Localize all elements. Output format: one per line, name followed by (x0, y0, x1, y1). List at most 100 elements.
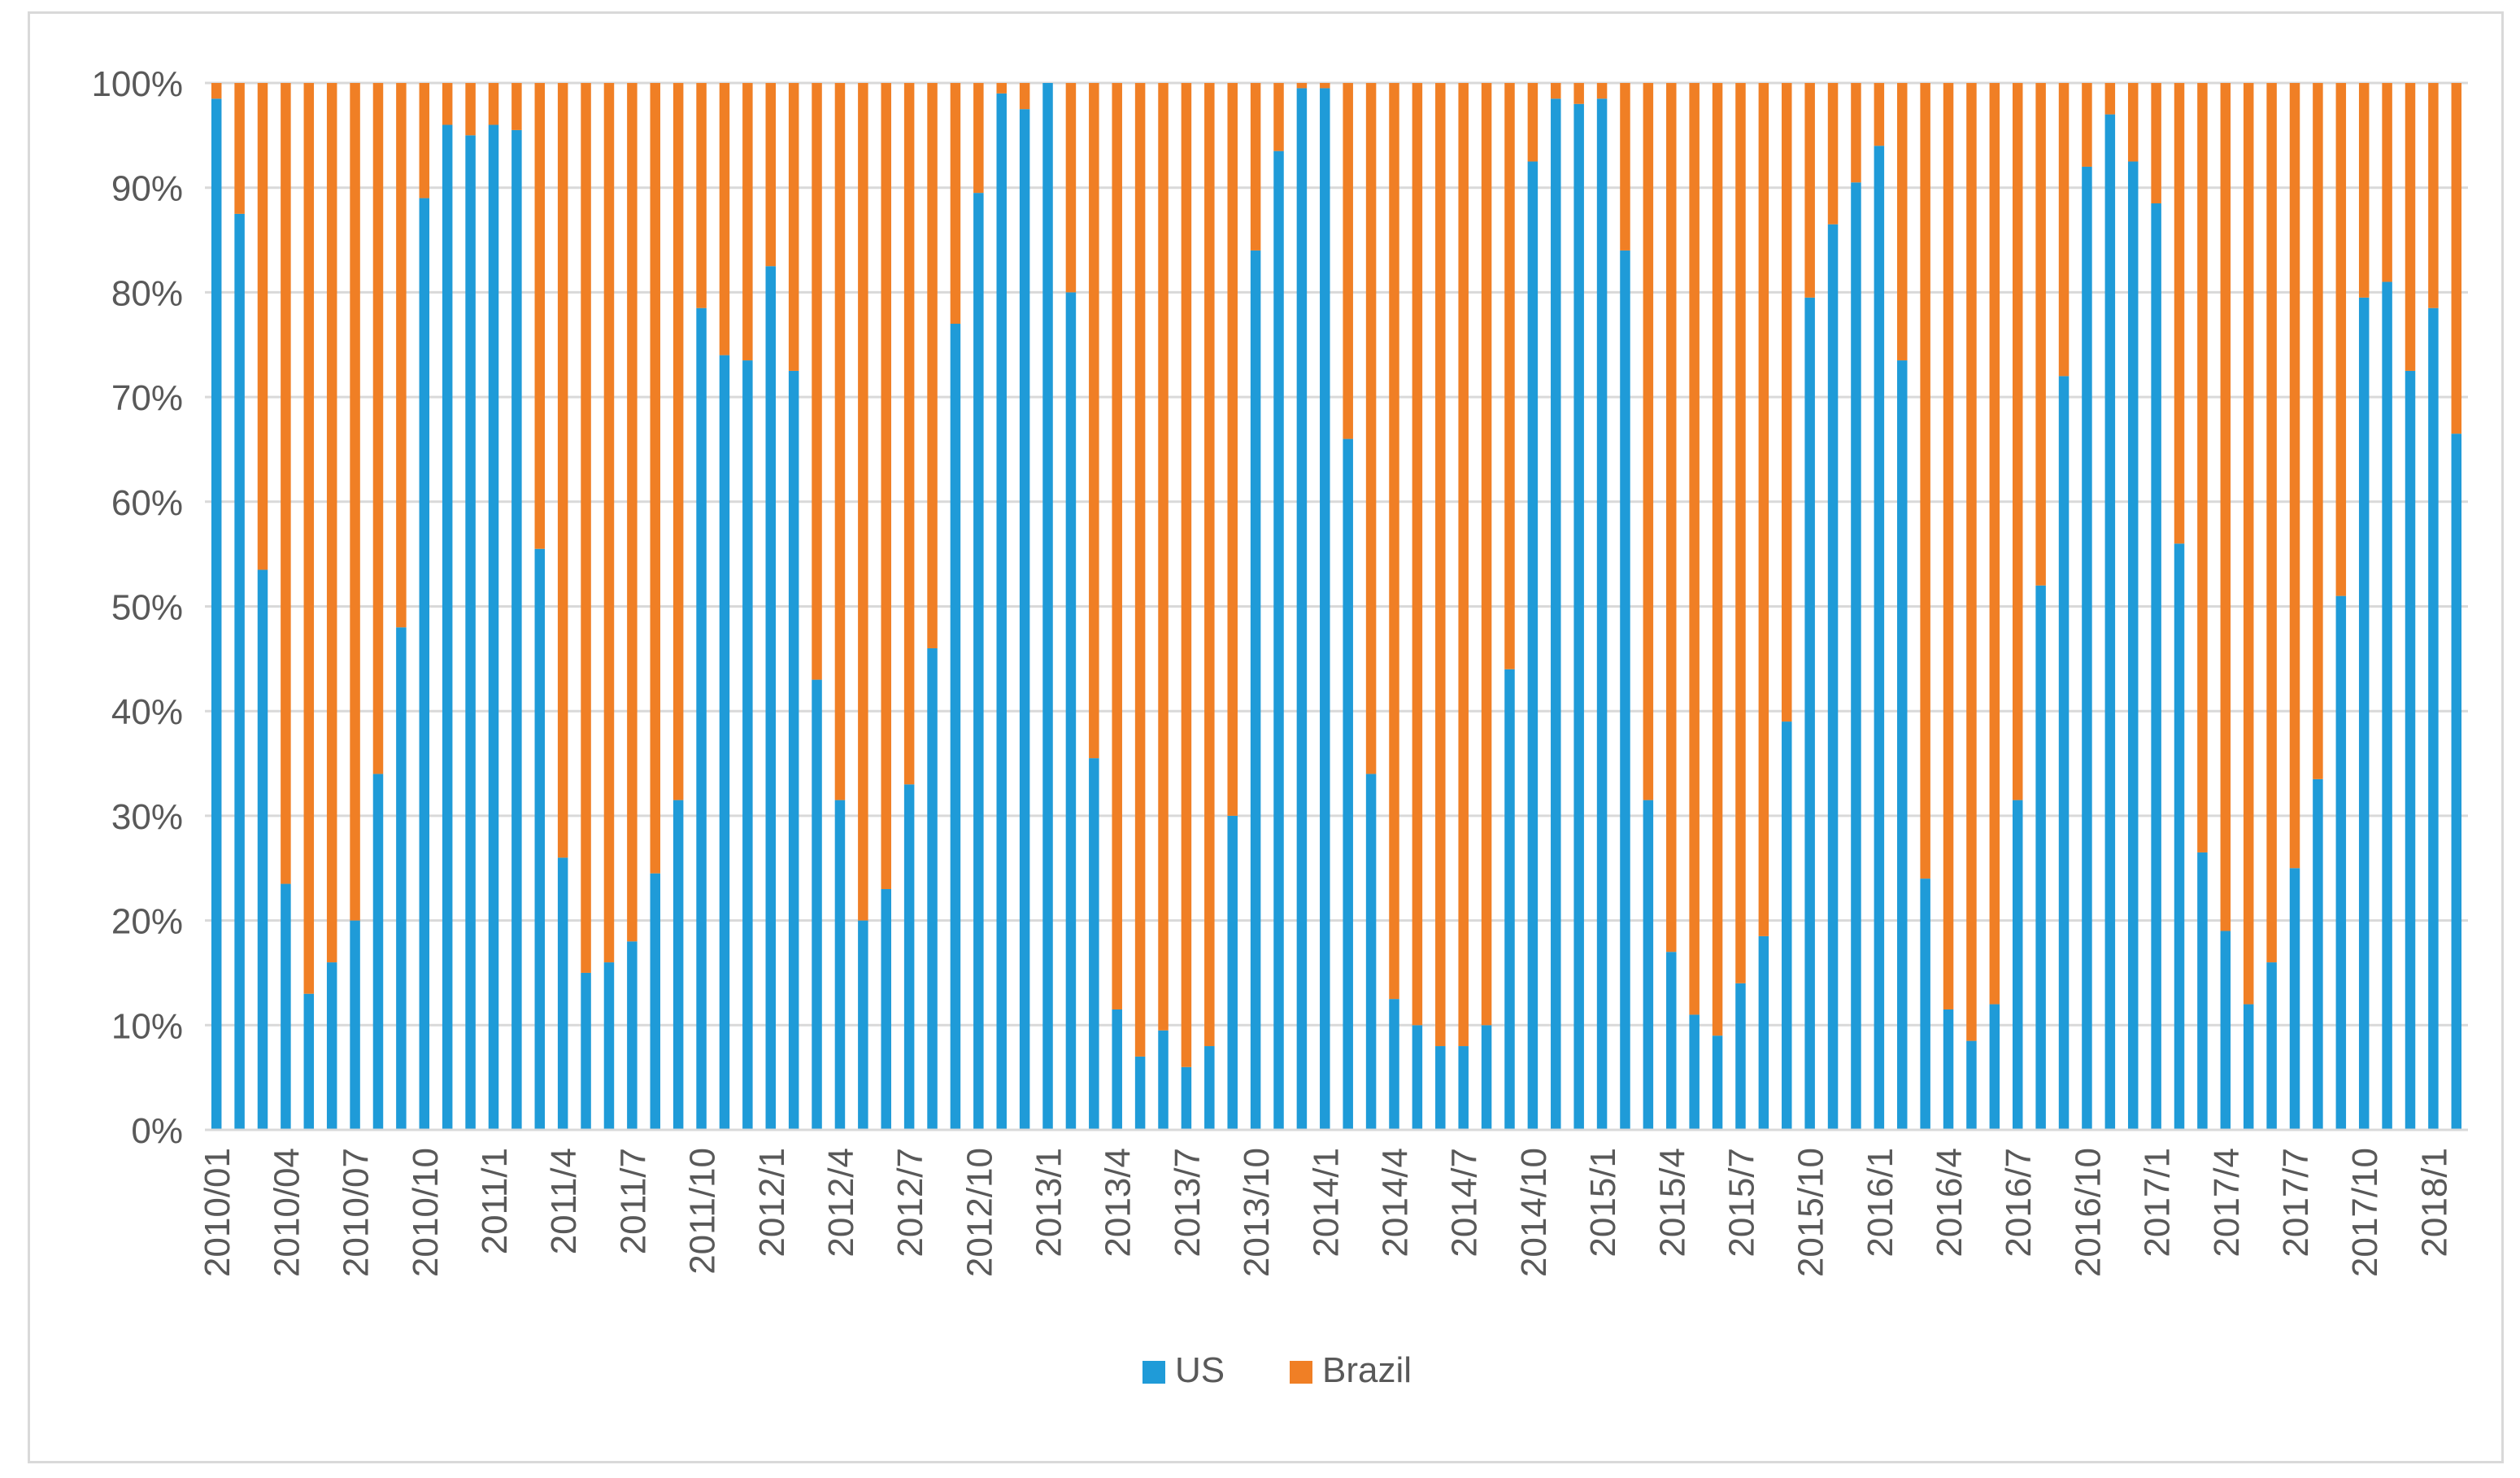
bar-segment-us (1112, 1009, 1122, 1130)
bar-segment-brazil (1920, 83, 1930, 879)
bar-segment-brazil (1089, 83, 1099, 759)
bar-segment-us (2127, 161, 2139, 1130)
bar-segment-brazil (257, 83, 268, 570)
bar-segment-brazil (1966, 83, 1977, 1041)
x-tick-label: 2014/10 (1514, 1148, 1554, 1277)
bar-segment-brazil (1620, 83, 1630, 251)
bar-segment-us (281, 883, 291, 1130)
bar-segment-brazil (1481, 83, 1492, 1026)
bar-segment-us (2243, 1004, 2254, 1130)
legend-swatch-us (1142, 1361, 1165, 1384)
bar-segment-us (534, 548, 546, 1130)
bar-segment-brazil (511, 83, 522, 130)
bar-segment-us (2058, 376, 2070, 1130)
bar-segment-brazil (1851, 83, 1861, 183)
bar-segment-brazil (465, 83, 476, 136)
bar-segment-brazil (1782, 83, 1792, 722)
x-tick-label: 2013/7 (1168, 1148, 1208, 1258)
bar-segment-us (1527, 161, 1539, 1130)
x-tick-label: 2010/10 (406, 1148, 446, 1277)
bar-segment-us (1204, 1046, 1215, 1130)
x-tick-label: 2011/1 (475, 1148, 515, 1254)
bar-segment-brazil (2243, 83, 2254, 1005)
bar-segment-us (1551, 98, 1561, 1130)
bar-segment-brazil (1827, 83, 1839, 225)
bar-segment-us (1620, 250, 1630, 1130)
bar-segment-brazil (2127, 83, 2139, 162)
bar-segment-brazil (326, 83, 337, 963)
bar-segment-us (1365, 774, 1377, 1130)
bar-segment-us (2197, 852, 2208, 1130)
x-tick-label: 2012/4 (821, 1148, 861, 1258)
bar-segment-brazil (650, 83, 661, 874)
bar-segment-brazil (281, 83, 291, 884)
bar-segment-brazil (1804, 83, 1815, 298)
bar-segment-us (1042, 83, 1053, 1130)
bar-segment-brazil (2104, 83, 2116, 115)
legend-label-us: US (1175, 1350, 1225, 1390)
bar-segment-brazil (1065, 83, 1077, 293)
x-tick-label: 2010/01 (198, 1148, 237, 1277)
x-tick-label: 2011/10 (683, 1148, 723, 1275)
bar-segment-brazil (927, 83, 938, 648)
bar-segment-brazil (2382, 83, 2392, 282)
bar-segment-us (765, 266, 776, 1131)
bar-segment-brazil (2428, 83, 2439, 308)
bar-segment-brazil (2012, 83, 2023, 800)
bar-segment-brazil (534, 83, 546, 549)
bar-segment-brazil (2197, 83, 2208, 852)
bar-segment-brazil (211, 83, 222, 99)
x-tick-label: 2017/1 (2138, 1148, 2178, 1258)
bar-segment-brazil (1227, 83, 1238, 816)
bar-segment-brazil (812, 83, 822, 680)
bar-segment-us (812, 679, 822, 1130)
bar-segment-brazil (1712, 83, 1723, 1036)
bar-segment-us (1782, 722, 1792, 1130)
bar-segment-brazil (1389, 83, 1399, 1000)
bar-segment-us (557, 857, 568, 1130)
bar-segment-us (465, 135, 476, 1131)
bar-segment-brazil (234, 83, 245, 214)
bar-segment-us (996, 93, 1007, 1131)
bar-segment-us (350, 920, 360, 1130)
bar-segment-brazil (1573, 83, 1584, 104)
bar-segment-brazil (672, 83, 684, 800)
bar-segment-brazil (765, 83, 776, 267)
bar-segment-us (1250, 250, 1261, 1130)
bar-segment-us (2082, 166, 2092, 1131)
bar-segment-brazil (1181, 83, 1192, 1067)
x-tick-label: 2017/7 (2276, 1148, 2316, 1258)
bar-segment-brazil (1458, 83, 1469, 1047)
bar-segment-us (858, 920, 868, 1130)
bar-segment-brazil (2451, 83, 2462, 434)
bar-segment-us (1874, 146, 1885, 1131)
bar-segment-us (788, 370, 799, 1130)
bar-segment-brazil (488, 83, 499, 125)
x-tick-label: 2017/4 (2207, 1148, 2247, 1258)
x-tick-label: 2016/10 (2068, 1148, 2108, 1277)
bar-segment-brazil (788, 83, 799, 371)
bar-segment-brazil (881, 83, 891, 889)
bar-segment-us (1227, 815, 1238, 1130)
bar-segment-us (488, 124, 499, 1131)
x-tick-label: 2016/1 (1861, 1148, 1900, 1258)
x-tick-label: 2015/1 (1583, 1148, 1623, 1258)
bar-segment-brazil (742, 83, 753, 361)
bar-segment-us (950, 324, 961, 1130)
bar-segment-us (1689, 1014, 1700, 1130)
bar-segment-us (211, 98, 222, 1130)
bar-segment-brazil (2174, 83, 2185, 544)
bar-segment-us (511, 129, 522, 1130)
bar-segment-us (1412, 1025, 1423, 1130)
bar-segment-brazil (719, 83, 730, 355)
y-tick-label: 20% (111, 902, 183, 942)
bar-segment-us (2313, 778, 2323, 1130)
x-tick-label: 2013/10 (1237, 1148, 1277, 1277)
bar-segment-brazil (2313, 83, 2323, 779)
bar-segment-us (1065, 292, 1077, 1130)
bar-segment-brazil (557, 83, 568, 858)
y-tick-label: 10% (111, 1006, 183, 1046)
bar-segment-brazil (350, 83, 360, 921)
bar-segment-brazil (1689, 83, 1700, 1015)
bar-segment-us (1134, 1056, 1146, 1130)
